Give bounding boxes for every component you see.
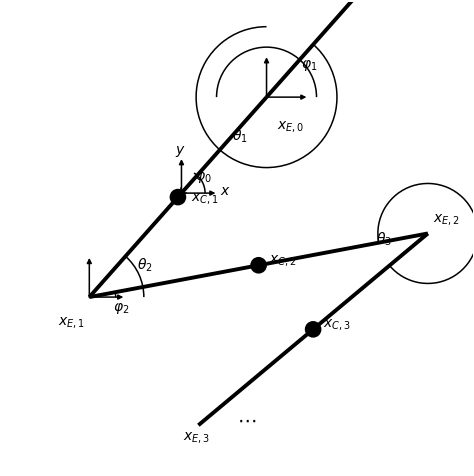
- Text: $\theta_1$: $\theta_1$: [232, 127, 248, 145]
- Text: $x_{C,2}$: $x_{C,2}$: [269, 254, 296, 269]
- Text: $\varphi_0$: $\varphi_0$: [195, 170, 212, 185]
- Text: $\theta_3$: $\theta_3$: [375, 230, 392, 248]
- Text: $\varphi_1$: $\varphi_1$: [301, 58, 317, 72]
- Circle shape: [306, 322, 320, 337]
- Text: $x_{E,2}$: $x_{E,2}$: [433, 213, 460, 228]
- Text: $x_{E,1}$: $x_{E,1}$: [58, 316, 85, 331]
- Text: $x_{C,1}$: $x_{C,1}$: [191, 192, 218, 207]
- Text: $\theta_2$: $\theta_2$: [137, 257, 153, 274]
- Circle shape: [251, 258, 266, 273]
- Text: $\cdots$: $\cdots$: [237, 410, 256, 429]
- Text: $x_{C,3}$: $x_{C,3}$: [323, 318, 351, 333]
- Text: $x_{E,3}$: $x_{E,3}$: [182, 431, 210, 446]
- Text: $\varphi_2$: $\varphi_2$: [113, 301, 129, 316]
- Circle shape: [171, 190, 185, 204]
- Text: $y$: $y$: [175, 145, 186, 159]
- Text: $x$: $x$: [220, 184, 231, 198]
- Text: $x_{E,0}$: $x_{E,0}$: [276, 120, 304, 135]
